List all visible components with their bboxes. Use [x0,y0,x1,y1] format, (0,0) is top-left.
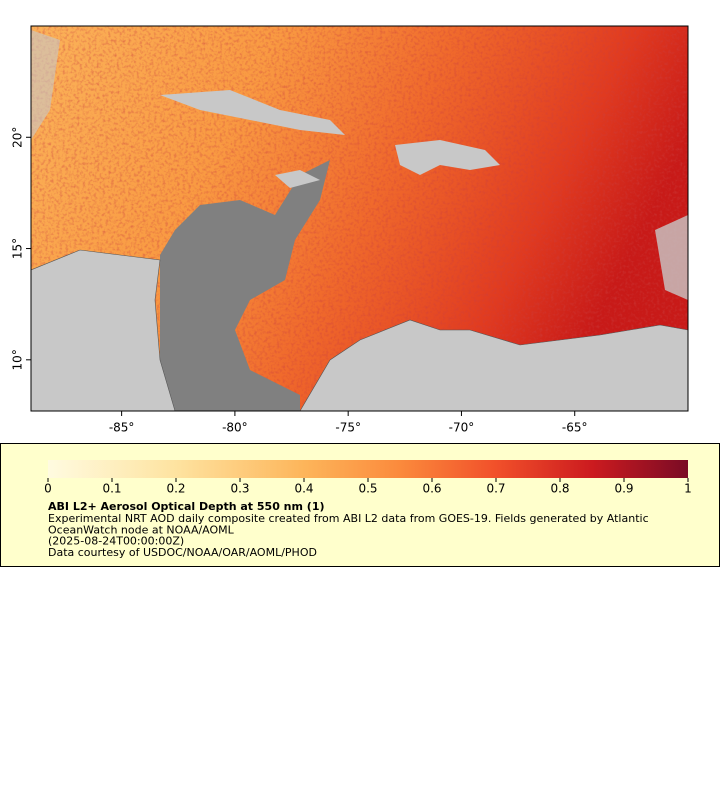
caption-line: OceanWatch node at NOAA/AOML [48,523,235,536]
no-data-sea [160,160,330,411]
map-area [31,26,688,411]
colorbar-tick-label: 1 [684,482,692,496]
y-tick-label: 10° [11,349,25,370]
x-tick-label: -65° [562,421,588,435]
colorbar-tick-label: 0.1 [102,482,121,496]
lesser-antilles [655,215,688,300]
x-tick-label: -85° [109,421,135,435]
caption-line: Experimental NRT AOD daily composite cre… [48,512,649,525]
y-tick-label: 15° [11,238,25,259]
yucatan [31,30,60,140]
colorbar-tick-label: 0.3 [230,482,249,496]
colorbar-tick-label: 0.9 [614,482,633,496]
caption-line: (2025-08-24T00:00:00Z) [48,535,184,548]
colorbar-tick-label: 0.8 [550,482,569,496]
colorbar-tick-label: 0 [44,482,52,496]
hispaniola [395,140,500,175]
x-tick-label: -75° [335,421,361,435]
colorbar-tick-label: 0.4 [294,482,313,496]
colorbar [48,460,688,478]
caption-line: Data courtesy of USDOC/NOAA/OAR/AOML/PHO… [48,546,317,559]
cuba [160,90,345,135]
x-tick-label: -70° [449,421,475,435]
map-frame [30,25,689,412]
caption-title: ABI L2+ Aerosol Optical Depth at 550 nm … [48,500,325,513]
x-tick-label: -80° [222,421,248,435]
central-america [31,249,176,411]
colorbar-tick-label: 0.2 [166,482,185,496]
colorbar-tick-label: 0.6 [422,482,441,496]
y-tick-label: 20° [11,127,25,148]
south-america [299,319,688,411]
colorbar-tick-label: 0.7 [486,482,505,496]
colorbar-tick-label: 0.5 [358,482,377,496]
jamaica [275,170,320,188]
